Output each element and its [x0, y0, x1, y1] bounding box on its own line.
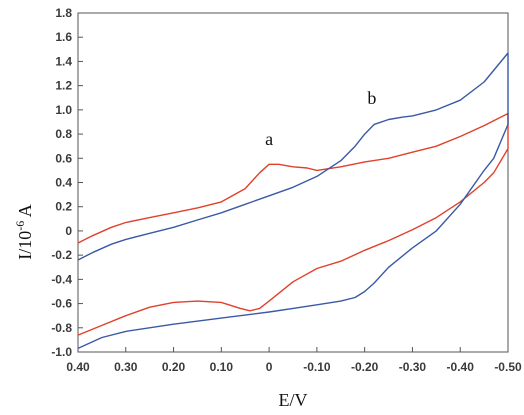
y-tick-label: -0.8 [51, 321, 72, 335]
x-tick-label: -0.30 [399, 360, 427, 374]
x-tick-label: -0.10 [303, 360, 331, 374]
plot-frame [77, 12, 509, 353]
series-line-b [77, 52, 509, 350]
x-tick-label: 0.10 [210, 360, 234, 374]
series-line-a [77, 112, 509, 336]
y-tick-label: 0.4 [55, 176, 72, 190]
x-axis: 0.40 0.30 0.20 0.10 0 -0.10 -0.20 -0.30 -0.40 -0.… [66, 347, 522, 374]
y-tick-label: -0.4 [51, 272, 72, 286]
x-tick-label: -0.50 [494, 360, 522, 374]
y-axis-label-unit: A [15, 204, 35, 221]
x-tick-label: 0.40 [66, 360, 90, 374]
y-tick-label: -1.0 [51, 345, 72, 359]
x-tick-label: 0.30 [114, 360, 138, 374]
y-axis: -1.0 -0.8 -0.6 -0.4 -0.2 0 0.2 0.4 0.6 0.8 1.0 1.2 1… [51, 6, 83, 359]
y-axis-label: I/10-6 A [13, 204, 35, 260]
y-tick-label: 1.8 [55, 6, 72, 20]
annotation-label-b: b [367, 88, 376, 108]
y-tick-label: 0.2 [55, 200, 72, 214]
annotation-label-a: a [265, 129, 273, 149]
y-tick-label: -0.2 [51, 248, 72, 262]
series-group [77, 52, 509, 350]
annotations: ab [265, 88, 376, 149]
x-tick-label: 0 [266, 360, 273, 374]
y-tick-label: 0.8 [55, 127, 72, 141]
y-tick-label: 0 [65, 224, 72, 238]
y-tick-label: 1.4 [55, 54, 72, 68]
x-tick-label: 0.20 [162, 360, 186, 374]
y-axis-label-exponent: -6 [13, 221, 27, 231]
y-axis-label-main: I/10 [15, 231, 35, 260]
y-tick-label: 1.6 [55, 30, 72, 44]
x-tick-label: -0.20 [351, 360, 379, 374]
y-tick-label: 0.6 [55, 151, 72, 165]
y-tick-label: -0.6 [51, 297, 72, 311]
x-tick-label: -0.40 [447, 360, 475, 374]
y-tick-label: 1.0 [55, 103, 72, 117]
x-axis-label: E/V [279, 390, 308, 410]
y-tick-label: 1.2 [55, 79, 72, 93]
